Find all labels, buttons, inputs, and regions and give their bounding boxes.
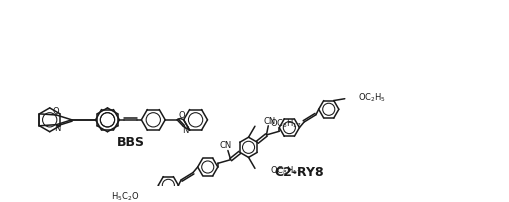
- Text: BBS: BBS: [117, 136, 145, 149]
- Text: C2-RY8: C2-RY8: [274, 166, 324, 179]
- Text: OC$_8$H$_{17}$: OC$_8$H$_{17}$: [270, 165, 301, 177]
- Text: N: N: [182, 125, 188, 135]
- Text: OC$_2$H$_5$: OC$_2$H$_5$: [358, 92, 386, 104]
- Text: O: O: [52, 107, 59, 116]
- Text: CN: CN: [220, 141, 232, 150]
- Text: O: O: [179, 111, 186, 120]
- Text: OC$_8$H$_{17}$: OC$_8$H$_{17}$: [270, 117, 301, 130]
- Text: CN: CN: [264, 117, 276, 126]
- Text: H$_5$C$_2$O: H$_5$C$_2$O: [111, 190, 139, 202]
- Text: N: N: [54, 124, 61, 133]
